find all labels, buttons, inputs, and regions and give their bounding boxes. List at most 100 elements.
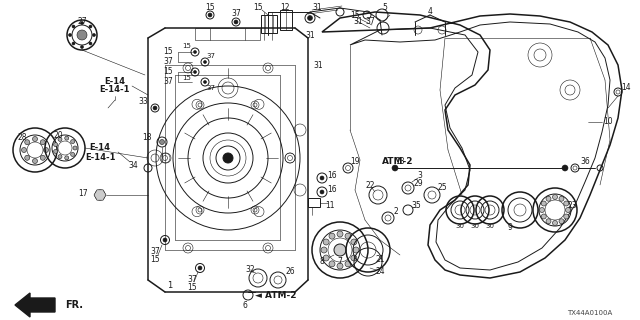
Circle shape <box>72 25 75 28</box>
Circle shape <box>40 155 45 160</box>
Text: 30: 30 <box>486 223 495 229</box>
Circle shape <box>58 137 62 141</box>
Text: E-14: E-14 <box>90 143 111 153</box>
Circle shape <box>40 140 45 145</box>
Text: 15: 15 <box>187 284 197 292</box>
Circle shape <box>552 220 557 226</box>
Circle shape <box>72 42 75 45</box>
Circle shape <box>44 148 49 153</box>
Text: 31: 31 <box>312 3 322 12</box>
Circle shape <box>193 51 196 53</box>
Circle shape <box>337 231 343 237</box>
Text: 34: 34 <box>128 161 138 170</box>
Text: 15: 15 <box>205 4 215 12</box>
Text: 37: 37 <box>187 276 197 284</box>
Circle shape <box>70 140 75 144</box>
Circle shape <box>564 214 569 219</box>
Circle shape <box>392 165 398 171</box>
Circle shape <box>546 219 551 224</box>
Circle shape <box>22 148 26 153</box>
Text: FR.: FR. <box>65 300 83 310</box>
Circle shape <box>546 196 551 201</box>
Text: 30: 30 <box>456 223 465 229</box>
Text: 37: 37 <box>150 247 160 257</box>
Circle shape <box>562 165 568 171</box>
Polygon shape <box>15 293 55 317</box>
Circle shape <box>552 195 557 199</box>
Circle shape <box>193 70 196 74</box>
Text: ◄ ATM-2: ◄ ATM-2 <box>255 291 296 300</box>
Circle shape <box>89 25 92 28</box>
Text: 23: 23 <box>567 201 577 210</box>
Text: 35: 35 <box>411 201 421 210</box>
Text: 9: 9 <box>508 223 513 233</box>
Text: 28: 28 <box>17 133 27 142</box>
Text: 15: 15 <box>350 11 360 20</box>
Circle shape <box>323 239 329 245</box>
Text: 24: 24 <box>375 268 385 276</box>
Circle shape <box>540 207 545 212</box>
Circle shape <box>345 233 351 239</box>
Circle shape <box>337 263 343 269</box>
Text: ATM-2: ATM-2 <box>382 157 413 166</box>
Circle shape <box>541 201 547 206</box>
Text: 7: 7 <box>337 258 342 267</box>
Text: 12: 12 <box>280 3 290 12</box>
Circle shape <box>25 155 29 160</box>
Circle shape <box>564 201 569 206</box>
Circle shape <box>208 13 212 17</box>
Circle shape <box>334 244 346 256</box>
Text: 15: 15 <box>163 47 173 57</box>
Text: 2: 2 <box>394 207 398 217</box>
Text: 21: 21 <box>375 255 385 265</box>
Circle shape <box>54 149 58 153</box>
Circle shape <box>77 30 87 40</box>
Text: 27: 27 <box>77 18 87 27</box>
Text: 10: 10 <box>603 117 613 126</box>
Text: 37: 37 <box>163 58 173 67</box>
Circle shape <box>223 153 233 163</box>
Text: 3: 3 <box>417 171 422 180</box>
Text: 37: 37 <box>163 77 173 86</box>
Circle shape <box>351 239 357 245</box>
Text: 14: 14 <box>621 84 631 92</box>
Circle shape <box>163 238 167 242</box>
Text: 16: 16 <box>327 171 337 180</box>
Bar <box>261 15 277 33</box>
Circle shape <box>81 21 83 25</box>
Text: 22: 22 <box>365 180 375 189</box>
Circle shape <box>73 146 77 150</box>
Circle shape <box>329 261 335 267</box>
Text: 32: 32 <box>245 266 255 275</box>
Text: 15: 15 <box>182 43 191 49</box>
Circle shape <box>70 152 75 156</box>
Text: 15: 15 <box>182 75 191 81</box>
Circle shape <box>204 81 207 84</box>
Text: 15: 15 <box>163 68 173 76</box>
Circle shape <box>320 176 324 180</box>
Circle shape <box>54 143 58 147</box>
Text: 30: 30 <box>470 223 479 229</box>
Text: 8: 8 <box>319 258 324 267</box>
Circle shape <box>159 140 164 145</box>
Text: 31: 31 <box>353 18 363 27</box>
Text: 33: 33 <box>138 98 148 107</box>
Circle shape <box>307 15 312 20</box>
Circle shape <box>153 106 157 110</box>
Circle shape <box>541 214 547 219</box>
Circle shape <box>58 155 62 159</box>
Circle shape <box>234 20 238 24</box>
Circle shape <box>559 196 564 201</box>
Circle shape <box>33 137 38 141</box>
Text: 31: 31 <box>313 60 323 69</box>
Circle shape <box>33 158 38 164</box>
Bar <box>195 28 260 40</box>
Text: 37: 37 <box>207 53 216 59</box>
Circle shape <box>321 247 327 253</box>
Circle shape <box>65 156 68 160</box>
Circle shape <box>25 140 29 145</box>
Text: 5: 5 <box>383 3 387 12</box>
Circle shape <box>351 255 357 261</box>
Text: 20: 20 <box>53 132 63 140</box>
Text: 15: 15 <box>253 3 263 12</box>
